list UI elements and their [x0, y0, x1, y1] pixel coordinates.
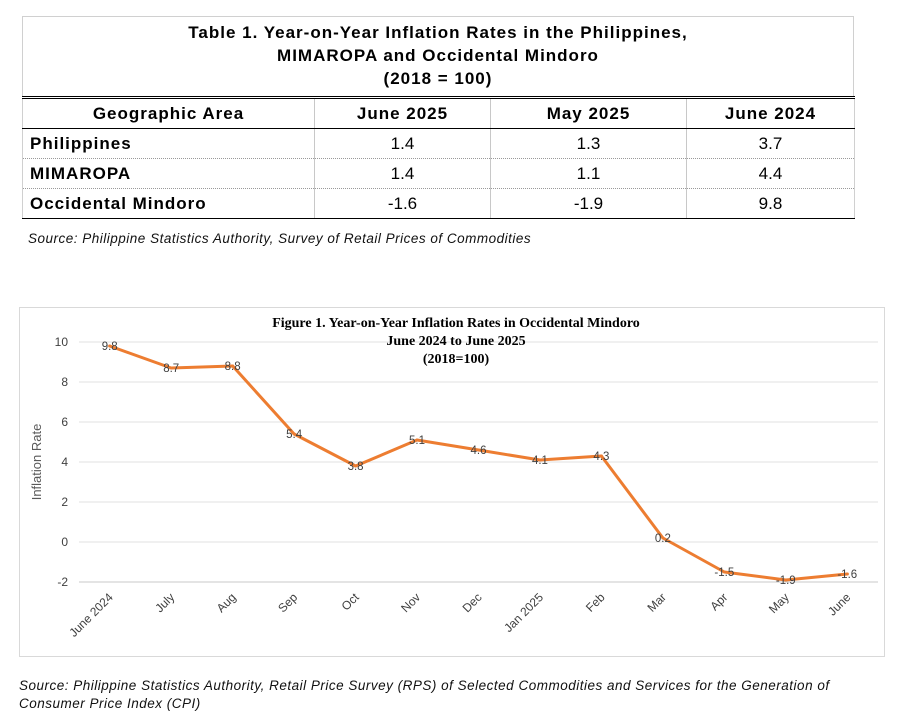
data-point	[169, 366, 173, 370]
chart-area	[19, 307, 885, 657]
data-label: 4.1	[532, 455, 548, 467]
inflation-table: Table 1. Year-on-Year Inflation Rates in…	[22, 16, 855, 219]
table-source-note: Source: Philippine Statistics Authority,…	[28, 231, 532, 246]
y-tick-label: 2	[61, 495, 68, 509]
cell-value: 4.4	[686, 158, 855, 189]
figure-source-note: Source: Philippine Statistics Authority,…	[19, 678, 830, 711]
cell-area: Philippines	[22, 128, 315, 159]
x-tick-label: Dec	[460, 590, 485, 615]
data-labels: 9.8 8.7 8.8 5.4 3.8 5.1 4.6 4.1 4.3 0.2 -1.5 -1.9 -1…	[102, 341, 857, 587]
table-row: Philippines 1.4 1.3 3.7	[22, 128, 855, 159]
y-tick-label: 8	[61, 375, 68, 389]
table-row: Occidental Mindoro -1.6 -1.9 9.8	[22, 188, 855, 219]
data-label: 3.8	[348, 461, 364, 473]
data-point	[354, 464, 358, 468]
table-title-line: Table 1. Year-on-Year Inflation Rates in…	[188, 23, 688, 42]
chart-title-line: June 2024 to June 2025	[386, 334, 525, 349]
data-label: 9.8	[102, 341, 118, 353]
chart-title-line: (2018=100)	[423, 352, 490, 367]
table-header-row: Geographic Area June 2025 May 2025 June …	[22, 97, 855, 129]
x-tick-label: July	[152, 590, 177, 615]
cell-value: 1.1	[490, 158, 687, 189]
x-tick-label: Jan 2025	[501, 590, 546, 635]
data-label: -1.5	[714, 567, 734, 579]
data-point	[661, 536, 665, 540]
y-tick-label: 10	[55, 335, 69, 349]
y-axis-label: Inflation Rate	[29, 424, 44, 501]
x-tick-label: Oct	[339, 590, 363, 614]
cell-area: Occidental Mindoro	[22, 188, 315, 219]
x-tick-label: Mar	[644, 590, 669, 615]
table-title: Table 1. Year-on-Year Inflation Rates in…	[22, 16, 854, 96]
cell-value: 1.4	[314, 128, 491, 159]
chart-title-line: Figure 1. Year-on-Year Inflation Rates i…	[272, 316, 640, 331]
y-tick-label: 4	[61, 455, 68, 469]
table-row: MIMAROPA 1.4 1.1 4.4	[22, 158, 855, 189]
data-label: 8.8	[225, 361, 241, 373]
data-label: 4.6	[471, 445, 487, 457]
cell-value: 1.3	[490, 128, 687, 159]
data-point	[722, 570, 726, 574]
data-point	[845, 572, 849, 576]
data-label: 8.7	[163, 363, 179, 375]
cell-value: -1.9	[490, 188, 687, 219]
column-header-june-2025: June 2025	[314, 97, 491, 129]
cell-value: 9.8	[686, 188, 855, 219]
table-title-line: (2018 = 100)	[383, 69, 493, 88]
inflation-data-table: Geographic Area June 2025 May 2025 June …	[22, 96, 855, 219]
x-tick-label: Sep	[275, 590, 300, 615]
data-point	[108, 344, 112, 348]
data-label: 4.3	[593, 451, 609, 463]
x-tick-label: June 2024	[66, 590, 116, 640]
cell-value: 3.7	[686, 128, 855, 159]
x-tick-label: Aug	[214, 590, 239, 615]
column-header-june-2024: June 2024	[686, 97, 855, 129]
data-point	[231, 364, 235, 368]
x-axis-ticks: June 2024 July Aug Sep Oct Nov Dec Jan 2025 Feb M…	[66, 590, 853, 640]
data-point	[599, 454, 603, 458]
data-point	[477, 448, 480, 452]
data-points	[108, 344, 849, 582]
cell-area: MIMAROPA	[22, 158, 315, 189]
table-title-line: MIMAROPA and Occidental Mindoro	[277, 46, 599, 65]
y-tick-label: 0	[61, 535, 68, 549]
data-label: 5.1	[409, 435, 425, 447]
x-tick-label: Nov	[398, 590, 423, 615]
data-point	[415, 438, 419, 442]
cell-value: 1.4	[314, 158, 491, 189]
column-header-may-2025: May 2025	[490, 97, 687, 129]
data-point	[538, 458, 542, 462]
y-tick-label: -2	[57, 575, 68, 589]
y-axis-ticks: -2 0 2 4 6 8 10	[55, 335, 69, 589]
x-tick-label: Feb	[583, 590, 608, 615]
data-point	[784, 578, 788, 582]
y-tick-label: 6	[61, 415, 68, 429]
x-tick-label: June	[825, 590, 854, 619]
column-header-area: Geographic Area	[22, 97, 315, 129]
data-label: 0.2	[655, 533, 671, 545]
data-label: 5.4	[286, 429, 303, 441]
series-line	[108, 344, 849, 582]
data-point	[292, 432, 296, 436]
data-label: -1.9	[776, 575, 796, 587]
x-tick-label: May	[766, 590, 792, 616]
x-tick-label: Apr	[707, 590, 730, 613]
gridlines	[79, 341, 878, 583]
data-label: -1.6	[837, 569, 857, 581]
cell-value: -1.6	[314, 188, 491, 219]
